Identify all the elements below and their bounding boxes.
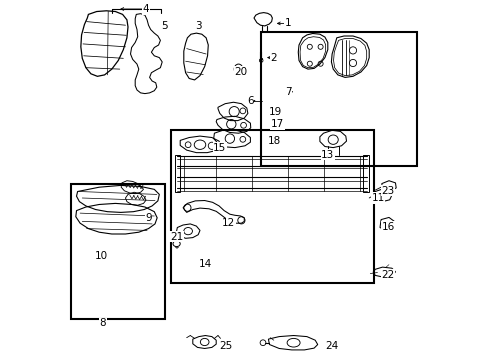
Bar — [175, 155, 180, 192]
Bar — [363, 155, 369, 192]
Text: 13: 13 — [321, 150, 335, 160]
Text: 22: 22 — [382, 270, 395, 280]
Text: 16: 16 — [382, 222, 395, 232]
Text: 15: 15 — [213, 143, 226, 153]
Bar — [72, 184, 165, 319]
Text: 18: 18 — [268, 136, 281, 147]
Text: 6: 6 — [247, 96, 254, 106]
Text: 23: 23 — [382, 186, 395, 196]
Text: 21: 21 — [170, 231, 183, 242]
Text: 12: 12 — [222, 218, 235, 228]
Text: 10: 10 — [95, 251, 108, 261]
Text: 20: 20 — [234, 67, 247, 77]
Text: 19: 19 — [269, 107, 282, 117]
Text: 9: 9 — [145, 213, 152, 223]
Text: 17: 17 — [271, 119, 284, 129]
Text: 5: 5 — [161, 21, 168, 31]
Text: 2: 2 — [270, 53, 277, 63]
Text: 25: 25 — [220, 341, 233, 351]
Text: 14: 14 — [199, 258, 212, 269]
Bar — [171, 130, 374, 283]
Bar — [261, 32, 417, 166]
Text: 1: 1 — [285, 18, 292, 28]
Text: 11: 11 — [371, 193, 385, 203]
Text: 8: 8 — [99, 318, 106, 328]
Text: 4: 4 — [143, 4, 149, 14]
Text: 3: 3 — [195, 21, 201, 31]
Text: 7: 7 — [285, 87, 292, 97]
Text: 24: 24 — [325, 341, 338, 351]
